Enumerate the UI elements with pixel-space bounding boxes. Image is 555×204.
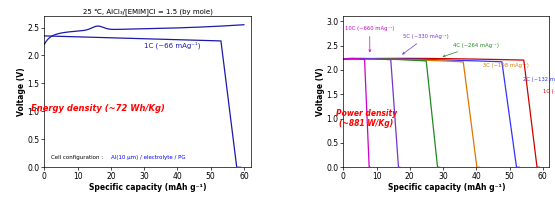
Y-axis label: Voltage (V): Voltage (V) <box>316 68 325 116</box>
Text: 2C (~132 mAg⁻¹): 2C (~132 mAg⁻¹) <box>523 77 555 82</box>
Text: Power density
(~881 W/Kg): Power density (~881 W/Kg) <box>336 109 397 128</box>
Text: Energy density (~72 Wh/Kg): Energy density (~72 Wh/Kg) <box>31 104 164 113</box>
Title: 25 ℃, AlCl₃/[EMIM]Cl = 1.5 (by mole): 25 ℃, AlCl₃/[EMIM]Cl = 1.5 (by mole) <box>83 9 213 15</box>
Text: Al(10 μm) / electrolyte / PG: Al(10 μm) / electrolyte / PG <box>111 155 185 160</box>
Text: 1C (~66 mAg⁻¹): 1C (~66 mAg⁻¹) <box>543 89 555 94</box>
Text: 10C (~660 mAg⁻¹): 10C (~660 mAg⁻¹) <box>345 26 395 52</box>
Text: Cell configuration :: Cell configuration : <box>51 155 105 160</box>
Text: 4C (~264 mAg⁻¹): 4C (~264 mAg⁻¹) <box>443 43 499 57</box>
X-axis label: Specific capacity (mAh g⁻¹): Specific capacity (mAh g⁻¹) <box>387 183 505 192</box>
Text: 5C (~330 mAg⁻¹): 5C (~330 mAg⁻¹) <box>403 34 449 54</box>
Text: 3C (~198 mAg⁻¹): 3C (~198 mAg⁻¹) <box>483 63 529 69</box>
X-axis label: Specific capacity (mAh g⁻¹): Specific capacity (mAh g⁻¹) <box>89 183 206 192</box>
Y-axis label: Voltage (V): Voltage (V) <box>17 68 26 116</box>
Text: 1C (~66 mAg⁻¹): 1C (~66 mAg⁻¹) <box>144 42 201 49</box>
